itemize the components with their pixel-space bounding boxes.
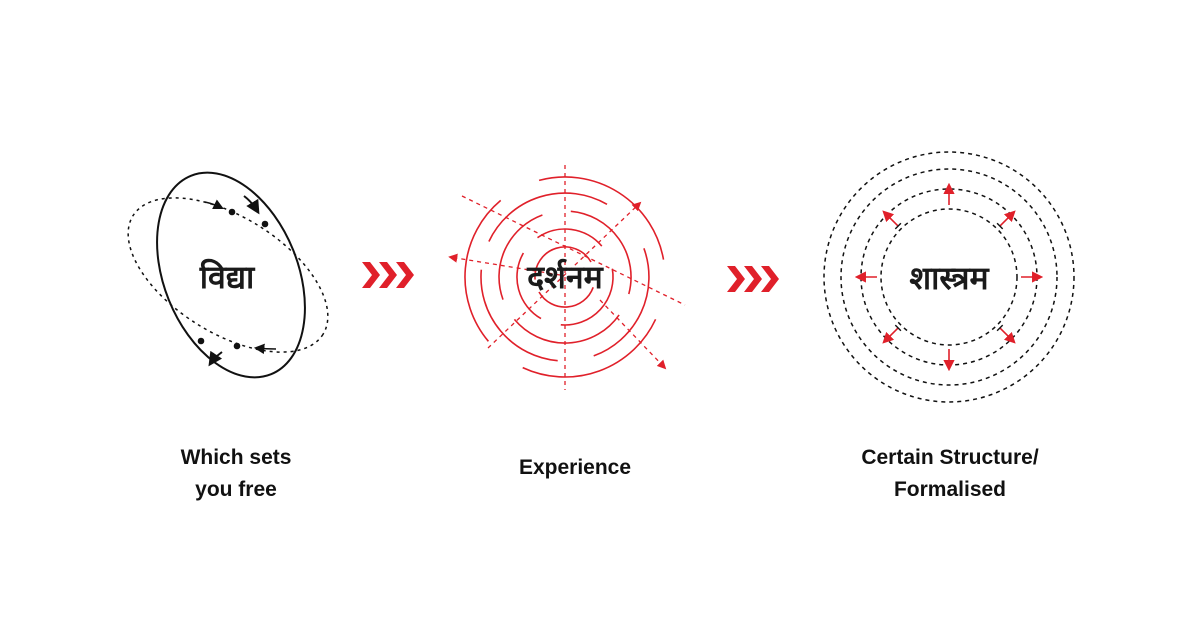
dashed-axis-line — [487, 201, 642, 349]
radial-arrow-icon — [882, 210, 899, 227]
broken-ring-arc — [570, 210, 632, 295]
darshanam-illustration: दर्शनम — [448, 165, 686, 390]
arrow-base-tick — [894, 324, 902, 332]
vidya-word: विद्या — [199, 258, 256, 296]
broken-ring-arc — [593, 248, 650, 357]
orbit-arrow-icon — [253, 343, 277, 355]
dashed-ring — [880, 208, 1018, 346]
vidya-caption: Which sets you free — [180, 446, 292, 501]
arrow-base-tick — [894, 222, 902, 230]
orbit-dot — [228, 208, 236, 216]
orbit-dot — [233, 342, 241, 350]
radial-arrows — [854, 182, 1044, 372]
broken-ring-arc — [480, 269, 558, 362]
orbit-dot — [197, 337, 205, 345]
arrow-base-tick — [996, 222, 1004, 230]
broken-ring-arc — [534, 246, 592, 280]
dashed-axis-line — [599, 299, 667, 370]
radial-arrow-icon — [999, 327, 1016, 344]
broken-ring-arc — [488, 192, 608, 242]
vidya-illustration: विद्या — [127, 171, 329, 379]
arrow-base-tick — [996, 324, 1004, 332]
dashed-orbit — [127, 197, 329, 353]
broken-ring-arc — [522, 318, 657, 378]
shastram-illustration: शास्त्रम — [823, 151, 1075, 403]
broken-ring-arc — [538, 176, 665, 260]
shastram-word: शास्त्रम — [909, 259, 990, 297]
orbit-arrow-icon — [208, 350, 223, 367]
solid-orbit — [156, 171, 306, 379]
radial-arrow-icon — [999, 210, 1016, 227]
broken-rings — [464, 176, 665, 378]
dashed-axis-line — [461, 195, 686, 306]
darshanam-caption: Experience — [518, 456, 632, 479]
dashed-axis-line — [448, 253, 561, 276]
darshanam-word: दर्शनम — [526, 258, 605, 296]
dashed-ring — [840, 168, 1058, 386]
shastram-caption: Certain Structure/ Formalised — [861, 446, 1039, 501]
broken-ring-arc — [498, 214, 543, 300]
broken-ring-arc — [537, 228, 603, 247]
triple-chevron-right-icon — [362, 262, 414, 288]
orbit-arrow-icon — [204, 199, 224, 209]
broken-ring-arc — [464, 199, 502, 342]
radial-arrow-icon — [882, 327, 899, 344]
broken-ring-arc — [560, 268, 614, 326]
orbit-arrow-icon — [243, 195, 260, 215]
broken-ring-arc — [538, 287, 594, 308]
orbit-dot — [261, 220, 269, 228]
dashed-ring — [823, 151, 1075, 403]
triple-chevron-right-icon — [727, 266, 779, 292]
broken-ring-arc — [516, 252, 542, 320]
broken-ring-arc — [513, 314, 620, 344]
